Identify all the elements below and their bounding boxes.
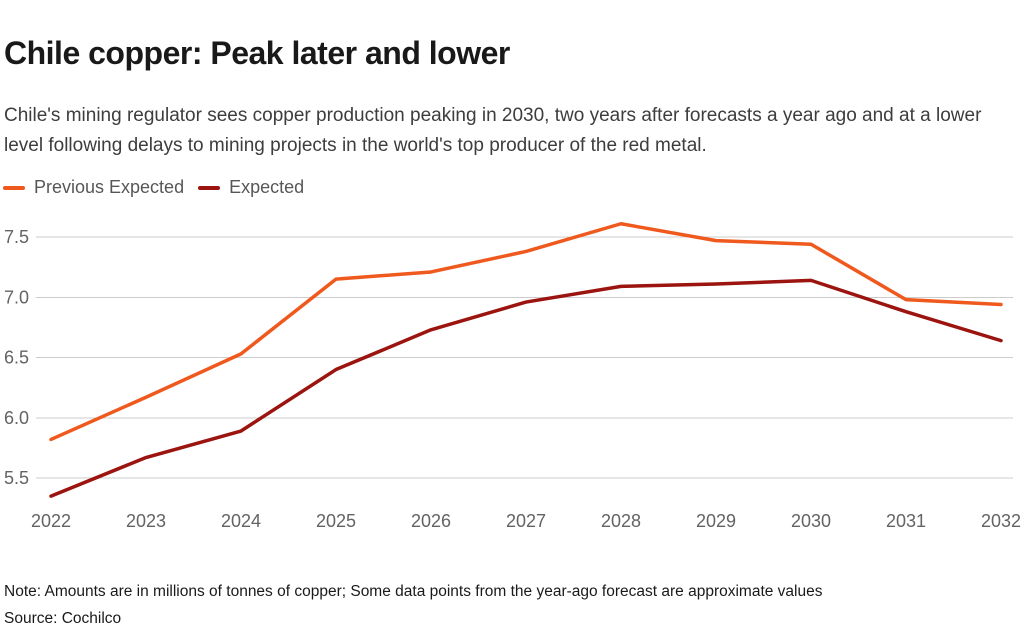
x-axis-tick-label: 2032 bbox=[981, 511, 1021, 531]
chart-svg: 7.5 7.0 6.5 6.0 5.5 2022 2023 2024 2025 2026 2027 2… bbox=[4, 221, 1021, 531]
legend-item-previous-expected: Previous Expected bbox=[3, 177, 184, 198]
y-axis-tick-label: 7.0 bbox=[4, 287, 29, 307]
page-title: Chile copper: Peak later and lower bbox=[4, 35, 510, 72]
x-axis-tick-label: 2027 bbox=[506, 511, 546, 531]
y-axis-tick-label: 6.0 bbox=[4, 408, 29, 428]
previous-expected-line-swatch-icon bbox=[3, 185, 25, 190]
y-axis-tick-label: 7.5 bbox=[4, 227, 29, 247]
chart-legend: Previous Expected Expected bbox=[3, 177, 304, 198]
x-axis-tick-label: 2031 bbox=[886, 511, 926, 531]
line-chart: 7.5 7.0 6.5 6.0 5.5 2022 2023 2024 2025 2026 2027 2… bbox=[0, 210, 1024, 540]
series-line-previous-expected bbox=[49, 221, 1003, 442]
y-axis-tick-label: 6.5 bbox=[4, 348, 29, 368]
x-axis-tick-label: 2024 bbox=[221, 511, 261, 531]
x-axis-tick-label: 2030 bbox=[791, 511, 831, 531]
x-axis-tick-label: 2026 bbox=[411, 511, 451, 531]
x-axis-tick-label: 2025 bbox=[316, 511, 356, 531]
chart-subtitle: Chile's mining regulator sees copper pro… bbox=[4, 105, 982, 156]
chart-note: Note: Amounts are in millions of tonnes … bbox=[4, 582, 823, 600]
x-axis-tick-label: 2028 bbox=[601, 511, 641, 531]
series-line-expected bbox=[49, 278, 1003, 498]
y-axis-tick-label: 5.5 bbox=[4, 468, 29, 488]
legend-label: Expected bbox=[229, 177, 305, 197]
x-axis-tick-label: 2029 bbox=[696, 511, 736, 531]
chart-source: Source: Cochilco bbox=[4, 609, 122, 627]
expected-line-swatch-icon bbox=[198, 185, 221, 190]
x-axis-tick-label: 2023 bbox=[126, 511, 166, 531]
x-axis-tick-label: 2022 bbox=[31, 511, 71, 531]
legend-item-expected: Expected bbox=[198, 177, 304, 198]
legend-label: Previous Expected bbox=[34, 177, 185, 197]
